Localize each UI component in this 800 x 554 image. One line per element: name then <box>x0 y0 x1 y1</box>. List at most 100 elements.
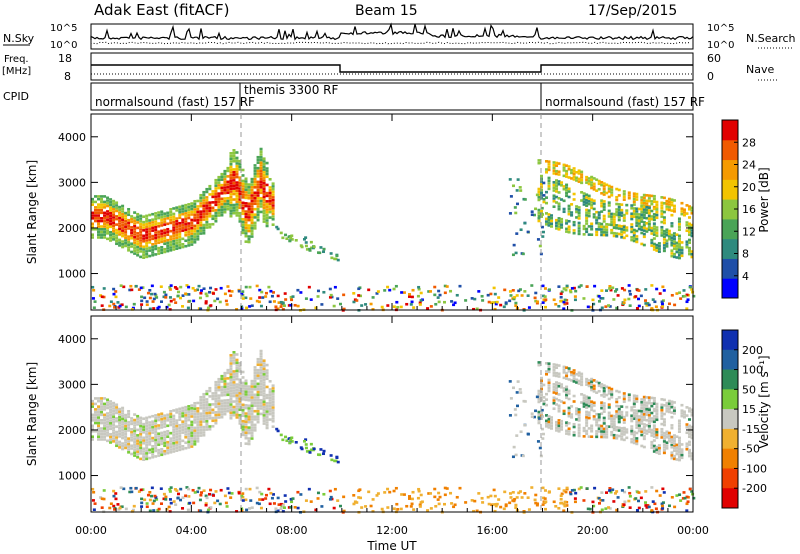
power-cell <box>244 196 248 200</box>
velocity-cell <box>685 495 689 499</box>
power-cell <box>208 204 212 207</box>
power-cell <box>630 215 634 218</box>
power-cell <box>680 251 684 255</box>
power-cell <box>625 229 629 232</box>
power-cell <box>247 229 251 233</box>
power-cell <box>145 303 149 307</box>
power-cell <box>645 304 649 307</box>
power-cell <box>136 234 140 238</box>
velocity-cell <box>241 430 245 434</box>
velocity-cell <box>235 377 239 381</box>
velocity-cell <box>585 403 589 407</box>
power-cell <box>209 286 213 290</box>
power-cell <box>235 164 239 168</box>
power-cell <box>148 219 152 222</box>
velocity-cell <box>247 418 251 421</box>
power-cell <box>265 210 269 214</box>
power-cell <box>597 300 601 303</box>
power-cell <box>582 233 586 236</box>
velocity-cell <box>650 446 654 449</box>
velocity-cell <box>595 432 599 436</box>
power-cell <box>148 241 152 244</box>
power-cell <box>572 223 576 227</box>
power-cell <box>97 203 101 206</box>
power-cell <box>256 202 260 206</box>
velocity-cell <box>677 436 681 440</box>
velocity-cell <box>437 491 441 495</box>
power-cell <box>585 204 589 207</box>
velocity-cell <box>190 426 194 429</box>
velocity-cell <box>635 414 639 418</box>
velocity-cell <box>690 433 694 437</box>
power-cell <box>554 302 558 306</box>
power-cell <box>452 303 456 307</box>
velocity-cell <box>213 501 217 505</box>
velocity-cell <box>97 427 101 430</box>
power-cell <box>106 232 110 235</box>
power-cell <box>667 232 671 236</box>
velocity-cell <box>615 410 619 413</box>
velocity-cell <box>590 429 594 433</box>
velocity-cell <box>145 449 149 452</box>
power-cell <box>685 221 689 224</box>
velocity-cell <box>97 438 101 441</box>
power-cell <box>637 219 641 223</box>
velocity-cell <box>196 423 200 427</box>
power-cell <box>625 203 629 207</box>
power-cell <box>172 231 176 235</box>
velocity-cell <box>615 412 619 416</box>
power-cell <box>217 208 221 212</box>
velocity-cell <box>655 402 659 406</box>
power-cell <box>166 247 170 250</box>
velocity-cell <box>308 449 312 453</box>
velocity-cell <box>590 377 594 381</box>
velocity-cell <box>299 446 303 449</box>
velocity-cell <box>304 443 308 446</box>
power-cell <box>109 214 113 218</box>
velocity-cell <box>492 488 496 492</box>
power-cell <box>617 216 621 219</box>
velocity-cell <box>577 413 581 417</box>
velocity-cell <box>148 448 152 452</box>
velocity-cell <box>265 421 269 424</box>
power-cell <box>685 307 689 310</box>
power-cell <box>112 213 116 217</box>
power-cell <box>235 156 239 160</box>
power-cell <box>640 201 644 205</box>
power-cell <box>300 245 304 249</box>
velocity-cell <box>570 405 574 408</box>
power-cell <box>172 220 176 224</box>
power-cell <box>640 198 644 202</box>
power-cell <box>164 293 168 297</box>
velocity-cell <box>130 444 134 448</box>
power-cell <box>552 181 556 184</box>
velocity-cell <box>660 414 664 418</box>
velocity-cell <box>670 403 674 406</box>
power-cell <box>253 177 257 181</box>
velocity-cell <box>572 394 576 398</box>
power-cell <box>537 198 541 202</box>
power-cell <box>184 209 188 212</box>
power-cell <box>199 193 203 197</box>
velocity-cell <box>181 420 185 423</box>
velocity-cell <box>563 500 567 504</box>
power-cell <box>330 295 334 299</box>
power-cell <box>635 195 639 199</box>
velocity-cell <box>208 414 212 417</box>
velocity-cell <box>136 439 140 443</box>
power-cell <box>112 232 116 236</box>
power-cell <box>220 202 224 206</box>
velocity-cell <box>94 410 98 414</box>
power-cell <box>199 226 203 230</box>
power-cell <box>247 224 251 227</box>
velocity-cell <box>253 409 257 413</box>
velocity-cell <box>211 394 215 398</box>
velocity-cell <box>157 426 161 430</box>
power-cell <box>175 287 179 290</box>
power-cell <box>117 306 121 309</box>
velocity-cell <box>518 388 522 391</box>
velocity-cell <box>217 388 221 392</box>
power-cell <box>537 190 541 194</box>
power-cell <box>193 216 197 219</box>
power-cell <box>637 213 641 216</box>
